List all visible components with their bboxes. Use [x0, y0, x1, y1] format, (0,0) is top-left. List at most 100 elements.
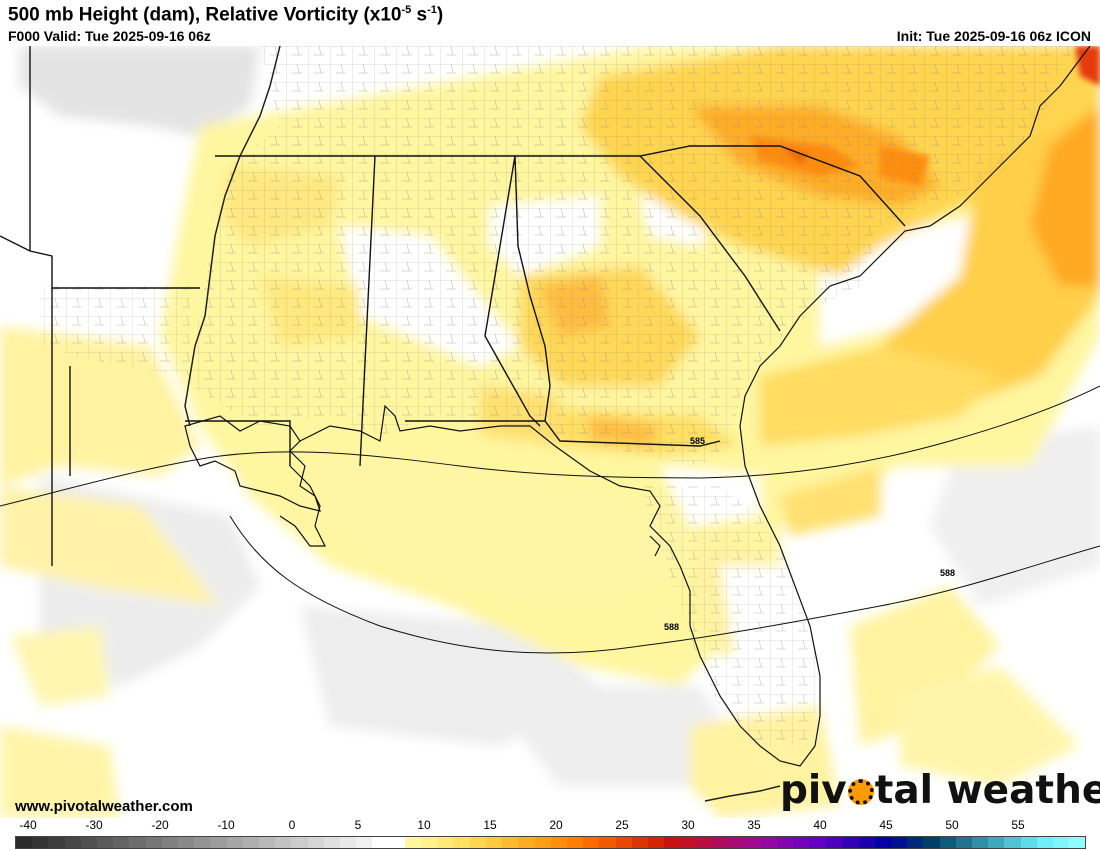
colorbar-swatch: [161, 837, 179, 848]
title-exponent: -5: [401, 4, 412, 16]
colorbar-swatch: [210, 837, 227, 848]
colorbar-swatch: [453, 837, 470, 848]
valid-time: F000 Valid: Tue 2025-09-16 06z: [8, 28, 211, 44]
colorbar-swatch: [988, 837, 1005, 848]
title-close: ): [436, 4, 444, 26]
weather-map[interactable]: 585 588 588: [0, 46, 1100, 818]
colorbar-swatch: [680, 837, 697, 848]
colorbar-tick: 20: [549, 818, 563, 832]
colorbar-swatch: [242, 837, 260, 848]
colorbar-swatch: [842, 837, 859, 848]
colorbar-swatch: [761, 837, 778, 848]
colorbar-swatch: [48, 837, 65, 848]
colorbar-swatch: [194, 837, 211, 848]
colorbar-tick: 45: [879, 818, 893, 832]
colorbar-swatch: [631, 837, 648, 848]
colorbar-swatch: [307, 837, 324, 848]
colorbar-swatch: [971, 837, 989, 848]
colorbar: [15, 836, 1087, 849]
colorbar-swatch: [518, 837, 535, 848]
colorbar-swatch: [939, 837, 956, 848]
contour-label-588-east: 588: [940, 568, 955, 578]
title-text: 500 mb Height (dam), Relative Vorticity …: [8, 4, 402, 26]
colorbar-swatch: [421, 837, 438, 848]
colorbar-tick: 10: [417, 818, 431, 832]
colorbar-swatch: [664, 837, 681, 848]
colorbar-swatch: [907, 837, 924, 848]
colorbar-tick: 25: [615, 818, 629, 832]
map-canvas: 585 588 588: [0, 46, 1100, 818]
colorbar-swatch: [599, 837, 616, 848]
colorbar-tick: 5: [354, 818, 362, 832]
colorbar-tick: 55: [1011, 818, 1025, 832]
colorbar-swatch: [113, 837, 130, 848]
colorbar-tick: -20: [151, 818, 169, 832]
colorbar-swatch: [890, 837, 908, 848]
colorbar-swatch: [226, 837, 243, 848]
colorbar-swatch: [469, 837, 486, 848]
contour-label-588-west: 588: [664, 622, 679, 632]
colorbar-swatch: [777, 837, 794, 848]
colorbar-tick: 50: [945, 818, 959, 832]
colorbar-swatch: [16, 837, 33, 848]
colorbar-swatch: [372, 837, 389, 848]
colorbar-swatch: [955, 837, 972, 848]
colorbar-swatch: [275, 837, 292, 848]
mississippi-river: [184, 46, 281, 427]
colorbar-swatch: [809, 837, 827, 848]
colorbar-swatch: [97, 837, 114, 848]
colorbar-tick: -40: [19, 818, 37, 832]
colorbar-swatch: [1069, 837, 1086, 848]
colorbar-swatch: [728, 837, 746, 848]
title-unit: s: [411, 4, 428, 26]
colorbar-tick: 30: [681, 818, 695, 832]
state-borders: [0, 46, 906, 566]
colorbar-tick: -10: [217, 818, 235, 832]
colorbar-swatch: [793, 837, 810, 848]
contour-label-585: 585: [690, 436, 705, 446]
county-boundaries: [0, 46, 1080, 466]
colorbar-swatch: [64, 837, 81, 848]
colorbar-swatch: [1036, 837, 1053, 848]
colorbar-swatch: [404, 837, 422, 848]
colorbar-swatch: [534, 837, 551, 848]
colorbar-tick: 15: [483, 818, 497, 832]
colorbar-swatch: [858, 837, 875, 848]
colorbar-swatch: [323, 837, 341, 848]
colorbar-swatch: [826, 837, 843, 848]
title-exponent-2: -1: [427, 4, 437, 16]
colorbar-swatch: [874, 837, 891, 848]
logo-text-left: piv: [780, 768, 847, 813]
sun-gear-icon: [847, 779, 874, 805]
colorbar-swatch: [340, 837, 357, 848]
height-contours: [0, 385, 1100, 654]
colorbar-tick: 40: [813, 818, 827, 832]
header: 500 mb Height (dam), Relative Vorticity …: [0, 0, 1100, 46]
colorbar-swatch: [923, 837, 940, 848]
logo-text-right: tal weather: [874, 768, 1100, 813]
colorbar-swatch: [745, 837, 762, 848]
colorbar-swatch: [1020, 837, 1037, 848]
colorbar-swatch: [388, 837, 405, 848]
colorbar-swatch: [1004, 837, 1021, 848]
colorbar-swatch: [696, 837, 713, 848]
colorbar-swatch: [178, 837, 195, 848]
colorbar-swatch: [437, 837, 454, 848]
colorbar-swatch: [80, 837, 98, 848]
colorbar-swatch: [145, 837, 162, 848]
colorbar-swatch: [712, 837, 729, 848]
colorbar-swatch: [1053, 837, 1070, 848]
map-title: 500 mb Height (dam), Relative Vorticity …: [8, 4, 443, 26]
colorbar-swatch: [356, 837, 373, 848]
colorbar-swatch: [566, 837, 584, 848]
website-url[interactable]: www.pivotalweather.com: [15, 798, 193, 815]
florida-keys: [704, 785, 781, 802]
coastlines: [184, 46, 1091, 767]
colorbar-swatch: [259, 837, 276, 848]
colorbar-swatch: [129, 837, 146, 848]
colorbar-swatch: [32, 837, 49, 848]
pivotal-weather-logo[interactable]: piv tal weather: [780, 768, 1100, 813]
colorbar-tick: 35: [747, 818, 761, 832]
init-time: Init: Tue 2025-09-16 06z ICON: [896, 28, 1091, 44]
colorbar-swatch: [550, 837, 567, 848]
